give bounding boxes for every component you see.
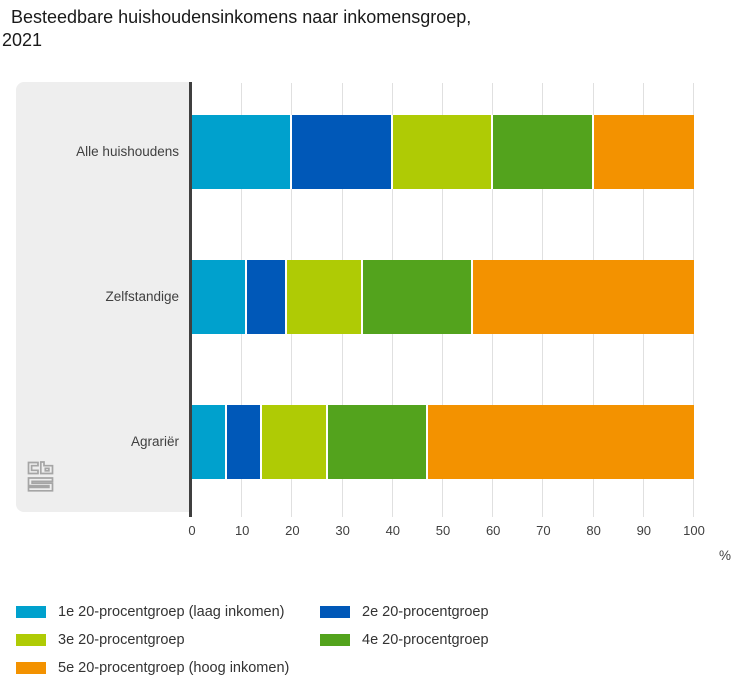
x-tick-label-40: 40: [385, 523, 401, 538]
x-tick-label-60: 60: [485, 523, 501, 538]
bar-alle-huishoudens: [192, 115, 694, 189]
plot-area: [192, 83, 694, 517]
x-tick-label-10: 10: [234, 523, 250, 538]
category-panel: [16, 82, 189, 512]
bar-segment-cat0-series3: [392, 115, 494, 189]
x-axis-unit-label: %: [718, 548, 731, 563]
legend-item-1: 1e 20-procentgroep (laag inkomen): [16, 603, 285, 620]
legend-label-4: 4e 20-procentgroep: [362, 631, 489, 648]
bar-segment-cat0-series2: [292, 115, 393, 189]
bar-segment-cat1-series3: [287, 260, 363, 334]
x-tick-label-80: 80: [586, 523, 601, 538]
cbs-logo: [27, 461, 54, 492]
bar-segment-cat1-series5: [473, 260, 694, 334]
x-tick-label-100: 100: [683, 523, 705, 538]
legend-item-5: 5e 20-procentgroep (hoog inkomen): [16, 659, 289, 676]
x-tick-label-0: 0: [188, 523, 196, 538]
bar-segment-cat2-series2: [227, 405, 263, 479]
legend-label-3: 3e 20-procentgroep: [58, 631, 185, 648]
legend-item-3: 3e 20-procentgroep: [16, 631, 185, 648]
legend-swatch-3: [16, 633, 46, 646]
bar-agrari-r: [192, 405, 694, 479]
legend-label-2: 2e 20-procentgroep: [362, 603, 489, 620]
legend-label-5: 5e 20-procentgroep (hoog inkomen): [58, 659, 290, 676]
legend-swatch-4: [320, 633, 350, 646]
bar-segment-cat1-series2: [247, 260, 288, 334]
bar-segment-cat2-series1: [192, 405, 228, 479]
legend-swatch-2: [320, 605, 350, 618]
bar-zelfstandige: [192, 260, 694, 334]
legend-item-2: 2e 20-procentgroep: [320, 603, 489, 620]
x-tick-label-50: 50: [435, 523, 451, 538]
chart-title-line1: Besteedbare huishoudensinkomens naar ink…: [11, 7, 472, 27]
bar-segment-cat2-series4: [327, 405, 428, 479]
bar-segment-cat0-series1: [192, 115, 293, 189]
bar-segment-cat1-series4: [362, 260, 474, 334]
bar-segment-cat1-series1: [192, 260, 248, 334]
x-tick-label-20: 20: [285, 523, 300, 538]
y-axis-line: [189, 82, 192, 517]
x-tick-label-70: 70: [536, 523, 551, 538]
bar-segment-cat0-series5: [593, 115, 694, 189]
legend-label-1: 1e 20-procentgroep (laag inkomen): [58, 603, 285, 620]
bar-segment-cat2-series3: [262, 405, 328, 479]
legend-swatch-1: [16, 605, 46, 618]
legend-swatch-5: [16, 661, 46, 674]
bar-segment-cat0-series4: [493, 115, 594, 189]
category-label-2: Agrariër: [130, 434, 179, 449]
bar-segment-cat2-series5: [427, 405, 694, 479]
legend-item-4: 4e 20-procentgroep: [320, 631, 489, 648]
category-label-1: Zelfstandige: [105, 289, 179, 304]
x-tick-label-30: 30: [335, 523, 350, 538]
chart-title-line2: 2021: [2, 30, 43, 50]
category-label-0: Alle huishoudens: [76, 144, 179, 159]
x-tick-label-90: 90: [636, 523, 652, 538]
chart-title: Besteedbare huishoudensinkomens naar ink…: [2, 6, 642, 52]
